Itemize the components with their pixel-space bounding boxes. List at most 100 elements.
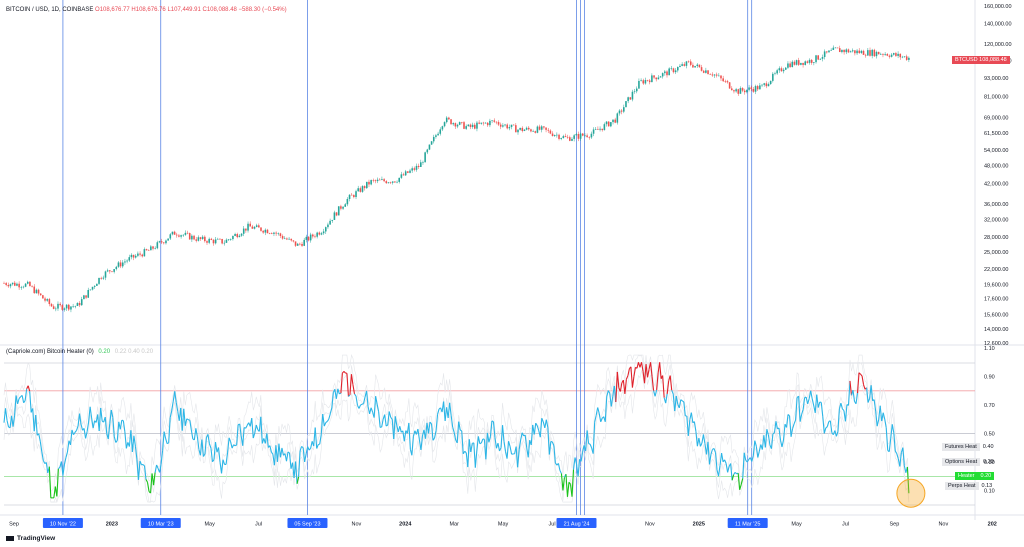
tradingview-logo[interactable]: TradingView bbox=[6, 535, 55, 542]
price-candle bbox=[316, 232, 318, 237]
heater-line-segment bbox=[695, 431, 698, 447]
heater-line-segment bbox=[88, 406, 91, 423]
heater-line-segment bbox=[743, 452, 747, 461]
heater-line-segment bbox=[110, 409, 114, 418]
price-candle bbox=[821, 57, 824, 59]
price-candle bbox=[67, 304, 70, 310]
price-candle bbox=[569, 137, 571, 141]
heater-line-segment bbox=[826, 421, 830, 427]
price-candle bbox=[538, 126, 541, 130]
heater-line-segment bbox=[847, 380, 851, 406]
price-candle bbox=[573, 135, 575, 139]
heater-line-segment bbox=[798, 396, 801, 422]
price-candle bbox=[33, 286, 36, 294]
heater-line-segment bbox=[866, 387, 869, 403]
heater-tick-label: 0.70 bbox=[984, 403, 995, 409]
price-candle bbox=[575, 134, 578, 136]
price-tick-label: 81,000.00 bbox=[984, 94, 1008, 100]
price-candle bbox=[370, 180, 372, 185]
heater-line-segment bbox=[698, 437, 701, 447]
heater-line-segment bbox=[656, 372, 659, 391]
price-candle bbox=[463, 122, 465, 129]
price-candle bbox=[247, 223, 249, 231]
price-candle bbox=[80, 299, 83, 306]
price-candle bbox=[588, 136, 591, 138]
price-candle bbox=[327, 224, 329, 228]
heater-line-segment bbox=[734, 471, 738, 475]
price-candle bbox=[834, 47, 837, 49]
price-candle bbox=[461, 122, 463, 123]
price-candle bbox=[454, 123, 457, 127]
heater-line-segment bbox=[863, 384, 866, 390]
heater-line-segment bbox=[619, 382, 623, 392]
heater-line-segment bbox=[408, 422, 411, 450]
price-candle bbox=[266, 229, 269, 234]
heater-line-segment bbox=[437, 408, 440, 415]
price-candle bbox=[55, 308, 57, 310]
price-tick-label: 140,000.00 bbox=[984, 22, 1012, 28]
heater-line-segment bbox=[746, 459, 750, 463]
heater-line-segment bbox=[48, 466, 52, 498]
heater-line-segment bbox=[373, 396, 377, 418]
heater-line-segment bbox=[708, 453, 712, 465]
price-candle bbox=[249, 223, 251, 227]
price-candle bbox=[489, 120, 491, 126]
heater-line-segment bbox=[220, 459, 224, 474]
price-candle bbox=[849, 51, 852, 53]
heater-line-segment bbox=[669, 375, 673, 391]
heater-line-segment bbox=[754, 440, 757, 447]
price-candle bbox=[888, 55, 891, 57]
price-candle bbox=[707, 70, 709, 75]
price-candle bbox=[797, 60, 800, 65]
price-candle bbox=[584, 135, 586, 137]
price-candle bbox=[772, 73, 774, 81]
heater-line-segment bbox=[840, 402, 843, 410]
price-candle bbox=[119, 262, 122, 267]
heater-line-segment bbox=[598, 413, 602, 422]
price-candle bbox=[312, 234, 314, 237]
price-candle bbox=[728, 82, 731, 89]
heater-line-segment bbox=[125, 442, 129, 449]
heater-line-segment bbox=[75, 425, 79, 431]
heater-line-segment bbox=[202, 453, 206, 457]
price-candle bbox=[236, 234, 239, 238]
price-candle bbox=[527, 127, 530, 130]
heater-line-segment bbox=[600, 418, 603, 423]
price-candle bbox=[838, 48, 841, 53]
heater-line-segment bbox=[339, 392, 342, 395]
heater-line-segment bbox=[60, 461, 64, 476]
heater-line-segment bbox=[654, 389, 658, 397]
price-candle bbox=[592, 129, 595, 134]
price-candle bbox=[456, 124, 459, 127]
heater-line-segment bbox=[384, 414, 387, 427]
heater-line-segment bbox=[740, 478, 744, 485]
heater-line-segment bbox=[751, 455, 754, 462]
heater-component-line bbox=[3, 354, 910, 493]
price-candle bbox=[262, 230, 264, 233]
price-candle bbox=[111, 271, 113, 272]
price-candle bbox=[42, 295, 44, 299]
heater-line-segment bbox=[288, 452, 292, 469]
price-candle bbox=[372, 180, 375, 181]
price-candle bbox=[167, 238, 169, 241]
price-candle bbox=[880, 53, 882, 55]
indicator-title[interactable]: (Capriole.com) Bitcoin Heater (0) 0.20 0… bbox=[6, 349, 153, 355]
heater-line-segment bbox=[285, 451, 289, 462]
price-candle bbox=[50, 304, 53, 307]
price-candle bbox=[363, 186, 366, 189]
heater-line-segment bbox=[245, 425, 248, 429]
price-candle bbox=[847, 49, 850, 53]
heater-line-segment bbox=[468, 439, 472, 453]
price-tick-label: 19,600.00 bbox=[984, 282, 1008, 288]
heater-line-segment bbox=[193, 428, 197, 440]
price-candle bbox=[5, 283, 7, 285]
price-candle bbox=[104, 271, 107, 278]
price-candle bbox=[702, 70, 705, 73]
heater-line-segment bbox=[787, 414, 790, 417]
heater-line-segment bbox=[517, 449, 520, 468]
heater-line-segment bbox=[690, 412, 694, 423]
price-candle bbox=[206, 241, 208, 243]
price-candle bbox=[402, 174, 405, 176]
heater-line-segment bbox=[476, 436, 479, 451]
